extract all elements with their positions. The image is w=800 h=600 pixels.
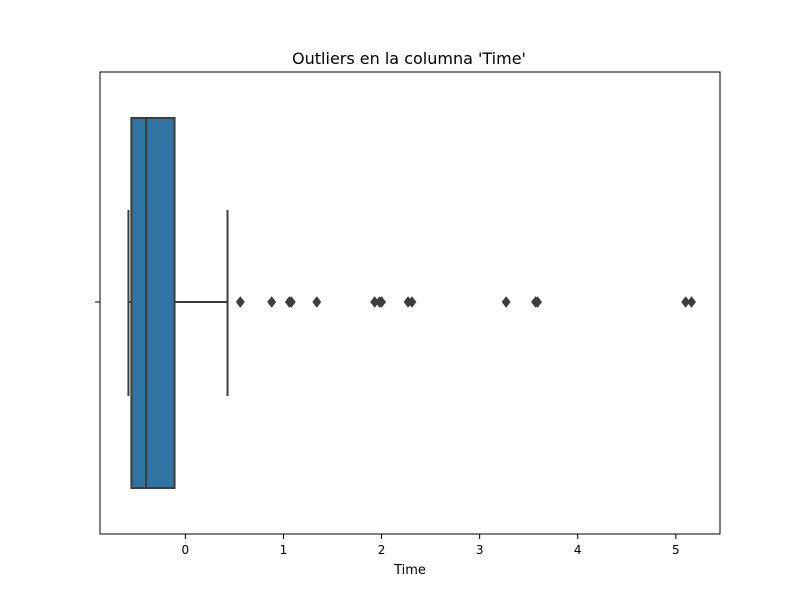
- outlier-point: [286, 296, 296, 308]
- x-tick-label: 0: [182, 543, 190, 557]
- x-tick-label: 3: [476, 543, 484, 557]
- outlier-point: [533, 296, 543, 308]
- plot-frame: [99, 71, 721, 535]
- chart-title: Outliers en la columna 'Time': [292, 49, 526, 68]
- iqr-box: [130, 117, 176, 489]
- outlier-point: [377, 296, 387, 308]
- outlier-point: [687, 296, 697, 308]
- x-axis-ticks: 0 1 2 3 4 5: [182, 534, 680, 557]
- x-tick-label: 1: [280, 543, 288, 557]
- x-tick-label: 5: [672, 543, 680, 557]
- outlier-point: [407, 296, 417, 308]
- outlier-point: [501, 296, 511, 308]
- outlier-point: [312, 296, 322, 308]
- x-tick-label: 2: [378, 543, 386, 557]
- outlier-point: [235, 296, 245, 308]
- x-tick-label: 4: [574, 543, 582, 557]
- x-axis-label: Time: [393, 563, 426, 578]
- plot-marks: [127, 117, 697, 489]
- outlier-point: [267, 296, 277, 308]
